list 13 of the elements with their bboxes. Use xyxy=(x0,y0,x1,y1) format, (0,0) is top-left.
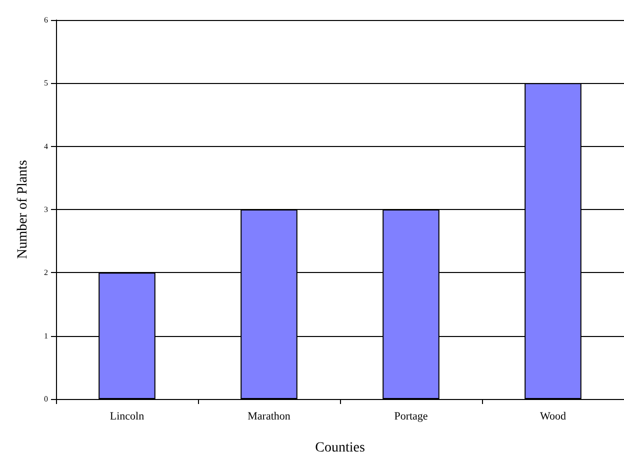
y-tick-label: 0 xyxy=(44,394,48,404)
x-tick-label: Lincoln xyxy=(110,410,145,422)
y-tick-label: 5 xyxy=(44,78,48,88)
x-tick-label: Marathon xyxy=(248,410,291,422)
x-tick-label: Wood xyxy=(540,410,566,422)
x-axis-title: Counties xyxy=(315,440,365,456)
x-tick-label: Portage xyxy=(394,410,428,422)
y-tick-label: 6 xyxy=(44,16,48,24)
y-tick-label: 2 xyxy=(44,268,48,278)
y-tick-label: 1 xyxy=(44,331,48,340)
y-axis-title: Number of Plants xyxy=(16,160,30,259)
y-tick-label: 4 xyxy=(44,142,48,151)
y-tick-label: 3 xyxy=(44,205,48,214)
